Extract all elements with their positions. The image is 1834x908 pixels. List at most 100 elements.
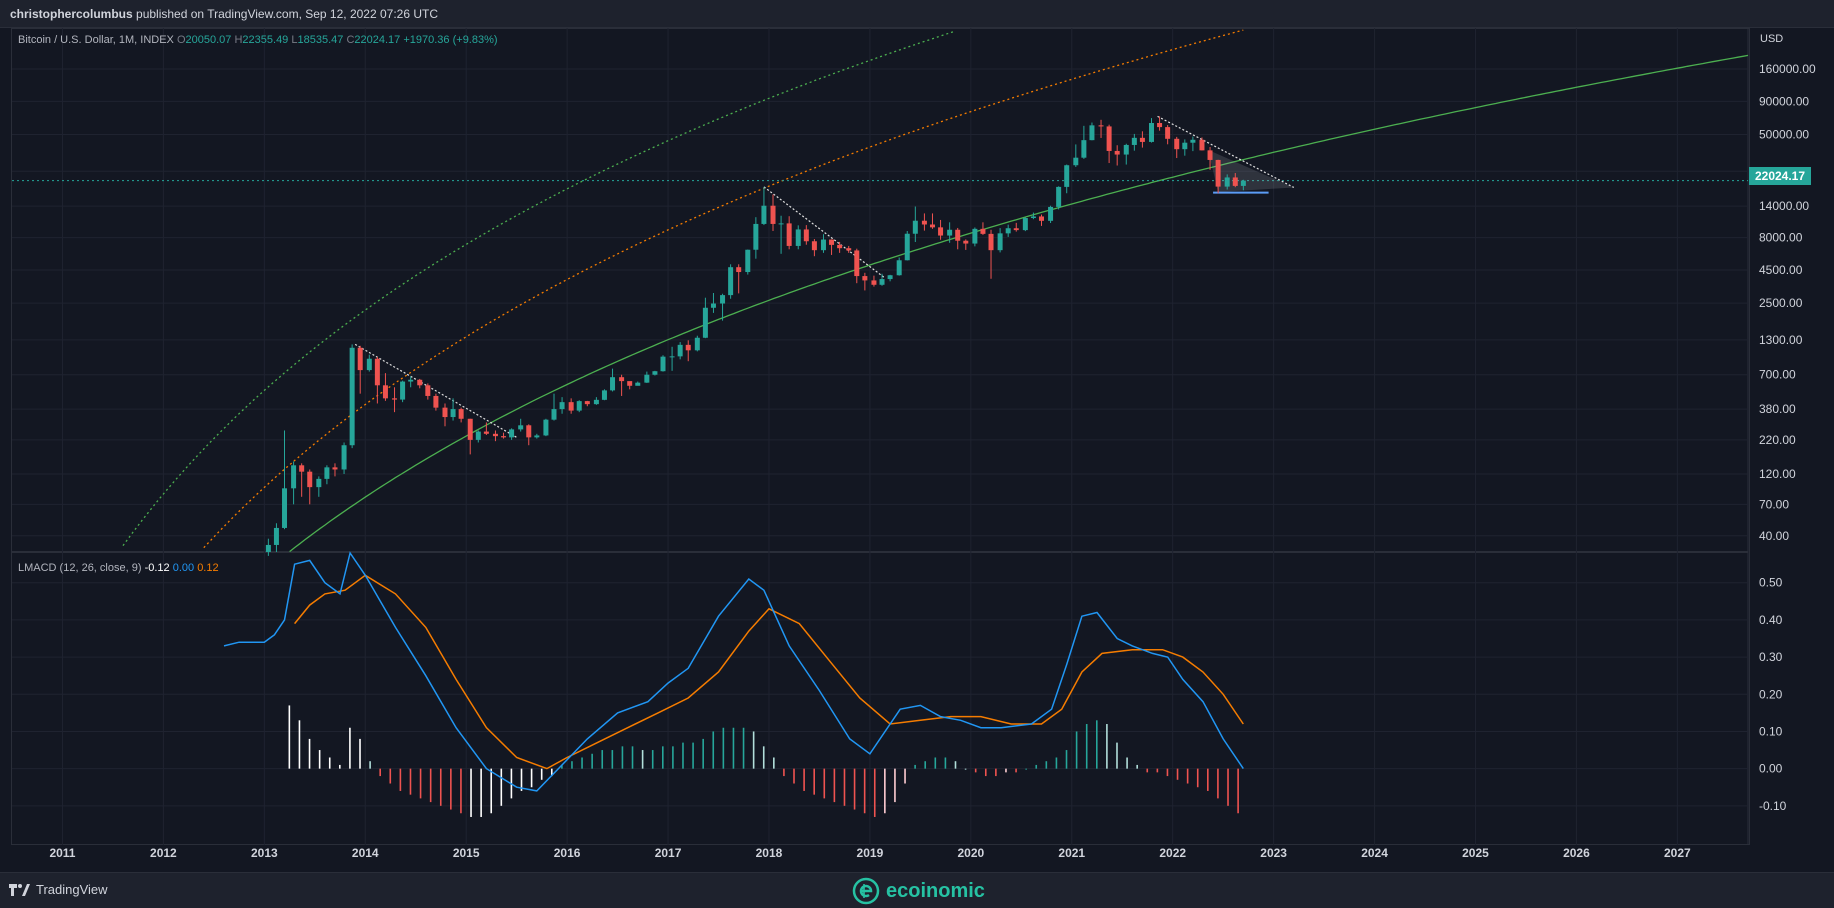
candle-body[interactable] [265,544,271,552]
candle-body[interactable] [685,344,691,351]
candle-body[interactable] [1131,137,1137,145]
candle-body[interactable] [450,409,456,418]
candle-body[interactable] [829,239,835,245]
candle-body[interactable] [601,390,607,400]
candle-body[interactable] [837,244,843,249]
candle-body[interactable] [1073,157,1079,166]
candle-body[interactable] [1182,142,1188,150]
candle-body[interactable] [1174,138,1180,150]
macd-title[interactable]: LMACD (12, 26, close, 9) [18,562,142,574]
candle-body[interactable] [720,295,726,304]
candle-body[interactable] [349,347,355,446]
candle-body[interactable] [627,381,633,386]
candle-body[interactable] [938,227,944,236]
candle-body[interactable] [1089,125,1095,141]
tradingview-brand[interactable]: TradingView [8,882,108,897]
candle-body[interactable] [551,409,557,420]
candle-body[interactable] [1038,216,1044,221]
candle-body[interactable] [811,241,817,251]
candle-body[interactable] [534,435,540,438]
candle-body[interactable] [357,347,363,371]
candle-body[interactable] [1215,159,1221,187]
candle-body[interactable] [1149,123,1155,142]
candle-body[interactable] [854,250,860,277]
candle-body[interactable] [1048,206,1054,221]
candle-body[interactable] [1240,180,1246,186]
candle-body[interactable] [736,267,742,273]
candle-body[interactable] [425,385,431,396]
trendline[interactable] [354,343,517,438]
candle-body[interactable] [871,280,877,285]
candle-body[interactable] [593,399,599,405]
candle-body[interactable] [316,478,322,488]
candle-body[interactable] [1114,150,1120,155]
candle-body[interactable] [273,527,279,545]
candle-body[interactable] [753,223,759,250]
candle-body[interactable] [559,402,565,410]
candle-body[interactable] [1190,139,1196,143]
candle-body[interactable] [988,233,994,251]
candle-body[interactable] [770,205,776,224]
candle-body[interactable] [408,379,414,382]
candle-body[interactable] [442,407,448,418]
candle-body[interactable] [728,267,734,296]
candle-body[interactable] [492,433,498,437]
signal-line[interactable] [294,574,1244,770]
candle-body[interactable] [543,419,549,436]
candle-body[interactable] [660,356,666,372]
candle-body[interactable] [433,395,439,408]
candle-body[interactable] [1123,144,1129,155]
candle-body[interactable] [509,429,515,438]
candle-body[interactable] [820,239,826,251]
candle-body[interactable] [374,358,380,386]
candle-body[interactable] [669,356,675,358]
candle-body[interactable] [947,229,953,236]
candle-body[interactable] [677,344,683,357]
candle-body[interactable] [786,223,792,246]
candle-body[interactable] [702,307,708,338]
candle-body[interactable] [1232,177,1238,186]
candle-body[interactable] [619,377,625,382]
candle-body[interactable] [887,275,893,280]
candle-body[interactable] [963,240,969,244]
candle-body[interactable] [1013,228,1019,231]
candle-body[interactable] [1224,177,1230,187]
candle-body[interactable] [761,205,767,224]
candle-body[interactable] [904,233,910,261]
trendline[interactable] [763,186,886,279]
candle-body[interactable] [475,431,481,440]
price-chart[interactable]: 160000.0090000.0050000.0026000.0014000.0… [0,0,1834,872]
candle-body[interactable] [526,425,532,438]
candle-body[interactable] [366,358,372,371]
symbol-title[interactable]: Bitcoin / U.S. Dollar, 1M, INDEX [18,34,174,46]
candle-body[interactable] [332,467,338,470]
candle-body[interactable] [896,260,902,276]
candle-body[interactable] [846,248,852,251]
candle-body[interactable] [282,488,288,528]
candle-body[interactable] [862,276,868,281]
candle-body[interactable] [1030,216,1036,219]
macd-line[interactable] [223,551,1244,792]
trendline[interactable] [1157,115,1295,189]
candle-body[interactable] [1199,139,1205,151]
candle-body[interactable] [501,436,507,438]
candle-body[interactable] [1064,165,1070,187]
candle-body[interactable] [879,279,885,285]
candle-body[interactable] [929,224,935,228]
candle-body[interactable] [1005,228,1011,234]
candle-body[interactable] [417,379,423,386]
candle-body[interactable] [803,229,809,242]
candle-body[interactable] [912,220,918,234]
candle-body[interactable] [778,223,784,225]
candle-body[interactable] [307,471,313,488]
candle-body[interactable] [710,303,716,308]
candle-body[interactable] [694,337,700,351]
candle-body[interactable] [483,431,489,434]
candle-body[interactable] [458,409,464,419]
candle-body[interactable] [1165,127,1171,139]
author-name[interactable]: christophercolumbus [10,7,133,21]
candle-body[interactable] [1022,218,1028,231]
candle-body[interactable] [467,418,473,440]
candle-body[interactable] [568,402,574,411]
candle-body[interactable] [1056,186,1062,207]
